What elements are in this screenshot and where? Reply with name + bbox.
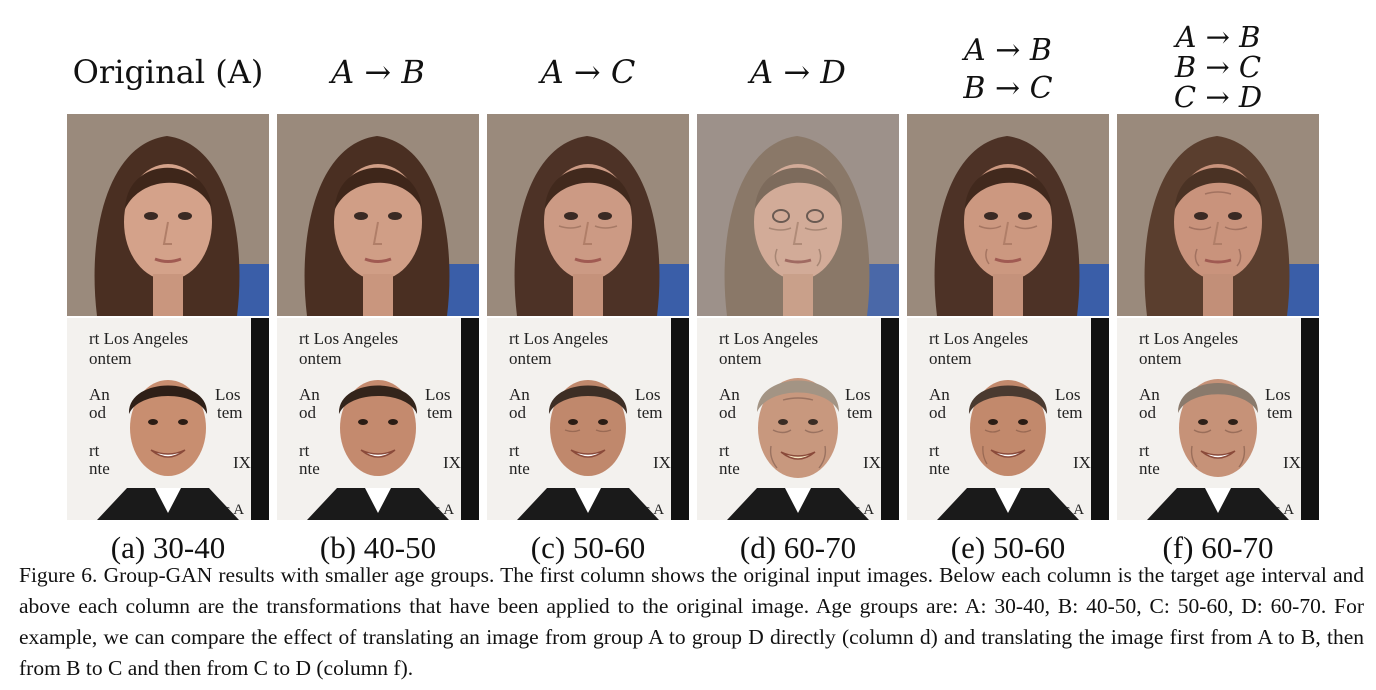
column-header-f-line-2: B → C <box>1174 50 1262 84</box>
column-header-d-line-1: A → D <box>750 53 846 91</box>
bg-text: Los <box>635 385 661 404</box>
column-header-f-line-1: A → B <box>1175 20 1261 54</box>
bg-text: od <box>929 403 947 422</box>
column-header-a: Original (A) <box>67 52 269 92</box>
photo-woman-e <box>907 114 1109 316</box>
bg-text: rt <box>509 441 520 460</box>
bg-text: rt Los Angeles <box>299 329 398 348</box>
bg-text: Los <box>1265 385 1291 404</box>
column-header-e: A → B B → C <box>907 32 1109 108</box>
bg-text: rt <box>1139 441 1150 460</box>
bg-text: An <box>1139 385 1160 404</box>
column-header-a-line-1: Original (A) <box>72 53 264 91</box>
bg-text: IX <box>1283 453 1301 472</box>
bg-text: tem <box>847 403 873 422</box>
bg-text: nte <box>719 459 740 478</box>
column-header-c-line-1: A → C <box>540 53 636 91</box>
bg-text: rt Los Angeles <box>1139 329 1238 348</box>
bg-text: nte <box>299 459 320 478</box>
column-header-d: A → D <box>697 52 899 92</box>
photo-woman-f <box>1117 114 1319 316</box>
bg-text: tem <box>637 403 663 422</box>
bg-text: ontem <box>89 349 132 368</box>
photo-woman-d <box>697 114 899 316</box>
bg-text: rt <box>719 441 730 460</box>
bg-text: od <box>719 403 737 422</box>
column-header-e-line-2: B → C <box>963 71 1053 106</box>
bg-text: Los <box>845 385 871 404</box>
bg-text: IX <box>1073 453 1091 472</box>
bg-text: An <box>719 385 740 404</box>
bg-text: tem <box>1057 403 1083 422</box>
bg-text: An <box>299 385 320 404</box>
photo-man-c: rt Los Angeles ontem Los tem An od rt nt… <box>487 318 689 520</box>
bg-text: ontem <box>1139 349 1182 368</box>
bg-text: rt Los Angeles <box>929 329 1028 348</box>
bg-text: nte <box>509 459 530 478</box>
bg-text: tem <box>427 403 453 422</box>
column-header-f: A → B B → C C → D <box>1117 22 1319 112</box>
figure-caption-text: Group-GAN results with smaller age group… <box>19 563 1364 680</box>
photo-man-d: rt Los Angeles ontem Los tem An od rt nt… <box>697 318 899 520</box>
bg-text: Los <box>215 385 241 404</box>
bg-text: rt Los Angeles <box>719 329 818 348</box>
bg-text: rt Los Angeles <box>509 329 608 348</box>
bg-text: od <box>1139 403 1157 422</box>
bg-text: ontem <box>929 349 972 368</box>
bg-text: IX <box>863 453 881 472</box>
bg-text: nte <box>1139 459 1160 478</box>
column-caption-a: (a) 30-40 <box>110 530 226 565</box>
bg-text: IX <box>653 453 671 472</box>
bg-text: od <box>299 403 317 422</box>
bg-text: rt <box>89 441 100 460</box>
bg-text: rt Los Angeles <box>89 329 188 348</box>
photo-man-f: rt Los Angeles ontem Los tem An od rt nt… <box>1117 318 1319 520</box>
bg-text: rt <box>299 441 310 460</box>
column-header-f-line-3: C → D <box>1173 80 1263 114</box>
figure-caption: Figure 6. Group-GAN results with smaller… <box>19 560 1364 684</box>
bg-text: ontem <box>719 349 762 368</box>
bg-text: nte <box>929 459 950 478</box>
photo-woman-b <box>277 114 479 316</box>
column-caption-b: (b) 40-50 <box>319 530 437 565</box>
column-caption-f: (f) 60-70 <box>1162 530 1274 565</box>
column-header-c: A → C <box>487 52 689 92</box>
column-header-b-line-1: A → B <box>331 53 425 91</box>
photo-woman-a <box>67 114 269 316</box>
bg-text: nte <box>89 459 110 478</box>
bg-text: tem <box>217 403 243 422</box>
bg-text: IX <box>233 453 251 472</box>
bg-text: rt <box>929 441 940 460</box>
bg-text: Los <box>1055 385 1081 404</box>
photo-woman-c <box>487 114 689 316</box>
bg-text: An <box>89 385 110 404</box>
bg-text: ontem <box>299 349 342 368</box>
bg-text: An <box>929 385 950 404</box>
figure-caption-label: Figure 6. <box>19 563 98 587</box>
column-caption-c: (c) 50-60 <box>530 530 646 565</box>
photo-man-e: rt Los Angeles ontem Los tem An od rt nt… <box>907 318 1109 520</box>
bg-text: IX <box>443 453 461 472</box>
bg-text: od <box>509 403 527 422</box>
bg-text: An <box>509 385 530 404</box>
column-header-b: A → B <box>277 52 479 92</box>
column-caption-e: (e) 50-60 <box>950 530 1066 565</box>
photo-man-b: rt Los Angeles ontem Los tem An od rt nt… <box>277 318 479 520</box>
bg-text: ontem <box>509 349 552 368</box>
column-caption-d: (d) 60-70 <box>739 530 857 565</box>
bg-text: tem <box>1267 403 1293 422</box>
bg-text: od <box>89 403 107 422</box>
photo-man-a: rt Los Angeles ontem Los tem An od rt nt… <box>67 318 269 520</box>
bg-text: Los <box>425 385 451 404</box>
column-header-e-line-1: A → B <box>964 33 1052 68</box>
